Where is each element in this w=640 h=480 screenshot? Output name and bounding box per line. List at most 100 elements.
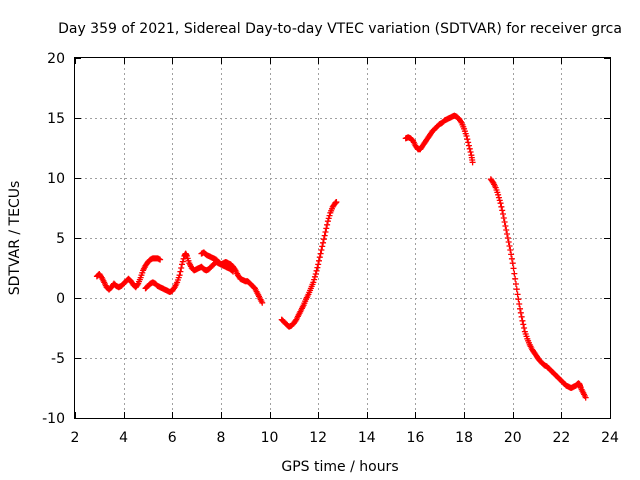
data-point — [514, 291, 521, 298]
data-point — [504, 235, 511, 241]
data-point — [464, 136, 471, 143]
data-point — [495, 191, 502, 198]
data-point — [316, 254, 323, 261]
x-tick-label: 16 — [407, 430, 425, 446]
data-point — [518, 313, 525, 320]
data-point — [508, 251, 515, 258]
data-point — [515, 296, 522, 303]
x-tick-label: 14 — [358, 430, 376, 446]
data-point — [466, 145, 473, 152]
x-tick-label: 8 — [216, 430, 225, 446]
data-point — [519, 317, 526, 324]
data-point — [501, 219, 508, 225]
data-point — [318, 247, 325, 253]
data-point — [504, 231, 511, 237]
data-point — [497, 200, 504, 207]
data-point — [325, 215, 332, 222]
data-point — [322, 229, 329, 235]
data-point — [176, 272, 183, 279]
x-axis-label: GPS time / hours — [281, 459, 398, 475]
x-tick-label: 18 — [455, 430, 473, 446]
data-point — [314, 264, 321, 271]
data-point — [310, 279, 317, 286]
x-tick-label: 24 — [601, 430, 619, 446]
data-point — [499, 207, 506, 214]
data-point — [500, 215, 507, 221]
y-tick-label: 20 — [47, 51, 65, 67]
y-tick-label: -5 — [51, 351, 65, 367]
x-tick-label: 22 — [552, 430, 570, 446]
data-point — [320, 236, 327, 243]
data-point — [495, 194, 502, 201]
data-point — [311, 276, 318, 283]
data-point — [321, 232, 328, 239]
x-tick-label: 2 — [71, 430, 80, 446]
data-point — [507, 247, 514, 253]
data-point — [502, 223, 509, 229]
data-point — [315, 261, 322, 268]
x-tick-label: 20 — [504, 430, 522, 446]
data-point — [229, 267, 236, 274]
data-point — [259, 299, 266, 306]
y-tick-label: 5 — [56, 231, 65, 247]
data-points — [93, 112, 589, 401]
data-point — [324, 218, 331, 225]
data-point — [498, 203, 505, 210]
data-point — [157, 256, 164, 263]
x-tick-label: 4 — [119, 430, 128, 446]
data-point — [506, 243, 513, 249]
axis-ticks — [75, 58, 611, 419]
y-tick-label: 15 — [47, 111, 65, 127]
data-point — [513, 286, 520, 293]
data-point — [512, 281, 519, 287]
data-point — [521, 325, 528, 331]
data-point — [311, 273, 318, 280]
data-point — [333, 199, 340, 205]
chart-title: Day 359 of 2021, Sidereal Day-to-day VTE… — [58, 21, 622, 37]
data-point — [178, 265, 185, 271]
data-point — [317, 250, 324, 257]
data-point — [496, 197, 503, 204]
data-point — [467, 149, 474, 155]
data-point — [312, 271, 319, 277]
data-point — [505, 239, 512, 245]
data-point — [320, 239, 327, 246]
data-point — [516, 301, 523, 307]
data-point — [319, 243, 326, 250]
data-point — [463, 133, 470, 139]
y-axis-label: SDTVAR / TECUs — [7, 181, 23, 296]
x-tick-label: 12 — [309, 430, 327, 446]
data-point — [517, 309, 524, 316]
data-point — [315, 257, 322, 264]
x-tick-label: 10 — [261, 430, 279, 446]
data-point — [230, 268, 237, 275]
data-point — [134, 281, 141, 288]
data-point — [177, 268, 184, 275]
grid — [75, 58, 610, 418]
data-point — [324, 221, 331, 228]
y-tick-label: 0 — [56, 291, 65, 307]
data-point — [582, 394, 589, 401]
x-tick-label: 6 — [168, 430, 177, 446]
data-point — [509, 260, 516, 267]
data-point — [508, 255, 515, 262]
y-tick-label: -10 — [42, 411, 65, 427]
plot-frame — [74, 57, 611, 419]
data-point — [511, 270, 518, 277]
data-point — [465, 142, 472, 149]
data-point — [500, 211, 506, 217]
data-point — [457, 118, 464, 125]
data-point — [520, 321, 527, 328]
data-point — [469, 159, 476, 166]
data-point — [517, 305, 524, 312]
data-point — [465, 139, 472, 146]
y-tick-label: 10 — [47, 171, 65, 187]
data-point — [323, 225, 330, 232]
data-point — [179, 258, 186, 265]
data-point — [503, 227, 510, 233]
data-point — [313, 267, 320, 274]
y-tick-labels: -10 -5 0 5 10 15 20 — [42, 51, 65, 427]
data-point — [326, 212, 333, 219]
x-tick-labels: 2 4 6 8 10 12 14 16 18 20 22 24 — [71, 430, 619, 446]
